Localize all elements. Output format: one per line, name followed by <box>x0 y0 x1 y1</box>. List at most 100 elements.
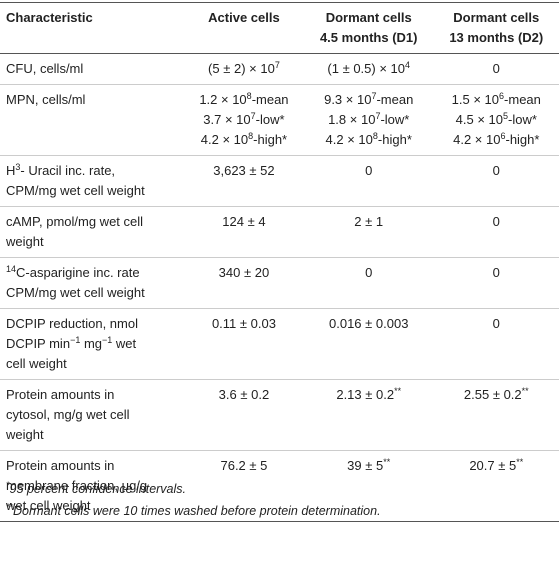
cell-line: 0 <box>440 161 553 181</box>
text-run: mg <box>80 336 102 351</box>
superscript: 7 <box>274 60 280 70</box>
text-run: 3.6 ± 0.2 <box>218 387 270 402</box>
table-row: Protein amounts in membrane fraction, μg/… <box>0 450 559 522</box>
cell-line: 4.5 months (D1) <box>310 28 428 48</box>
cell-line: 1.8 × 107-low* <box>310 110 428 130</box>
text-run: 1.2 × 10 <box>199 92 247 107</box>
superscript: −1 <box>70 335 81 345</box>
text-run: 13 months (D2) <box>449 30 544 45</box>
cell-line: CPM/mg wet cell weight <box>6 283 178 303</box>
text-run: 0 <box>492 265 500 280</box>
superscript: 8 <box>248 131 254 141</box>
text-run: 0 <box>492 316 500 331</box>
text-run: DCPIP min <box>6 336 71 351</box>
header-cell: Dormant cells 13 months (D2) <box>433 2 559 54</box>
cell-line: 2.55 ± 0.2** <box>440 385 553 405</box>
header-cell: Dormant cells 4.5 months (D1) <box>303 2 434 54</box>
cell-line: wet cell weight <box>6 496 178 516</box>
cell-line: H3- Uracil inc. rate, <box>6 161 178 181</box>
cell-line: cytosol, mg/g wet cell <box>6 405 178 425</box>
cell-line: 76.2 ± 5 <box>190 456 298 476</box>
footnotes: *95 percent confidence intervals. **Dorma… <box>6 478 381 522</box>
superscript: ** <box>516 457 524 467</box>
text-run: 76.2 ± 5 <box>220 458 268 473</box>
text-run: 1.8 × 10 <box>328 112 376 127</box>
text-run: H <box>6 163 16 178</box>
text-run: weight <box>6 427 44 442</box>
text-run: 20.7 ± 5 <box>469 458 517 473</box>
table-cell: 0.11 ± 0.03 <box>184 308 304 380</box>
footnote: **Dormant cells were 10 times washed bef… <box>6 500 381 522</box>
table-cell: Protein amounts in membrane fraction, μg/… <box>0 450 184 522</box>
text-run: membrane fraction, μg/g <box>6 478 148 493</box>
cell-line: weight <box>6 425 178 445</box>
table-row: cAMP, pmol/mg wet cell weight 124 ± 4 2 ± 1… <box>0 206 559 258</box>
text-run: 2.55 ± 0.2 <box>463 387 522 402</box>
text-run: CPM/mg wet cell weight <box>6 285 145 300</box>
table-cell: 0 <box>303 257 434 309</box>
text-run: 2.13 ± 0.2 <box>336 387 395 402</box>
text-run: 95 percent confidence intervals. <box>9 482 187 496</box>
text-run: cAMP, pmol/mg wet cell <box>6 214 144 229</box>
superscript: * <box>6 480 10 490</box>
text-run: 3.7 × 10 <box>203 112 251 127</box>
text-run: 4.2 × 10 <box>200 132 249 147</box>
table-cell: 76.2 ± 5 <box>184 450 304 522</box>
cell-line: cell weight <box>6 354 178 374</box>
cell-line: MPN, cells/ml <box>6 90 178 110</box>
superscript: −1 <box>102 335 113 345</box>
text-run: -high* <box>505 132 540 147</box>
cell-line: 3.7 × 107-low* <box>190 110 298 130</box>
text-run: -low* <box>508 112 537 127</box>
cell-line: DCPIP min−1 mg−1 wet <box>6 334 178 354</box>
text-run: 4.2 × 10 <box>325 132 373 147</box>
cell-line: 3.6 ± 0.2 <box>190 385 298 405</box>
table-cell: 2 ± 1 <box>303 206 434 258</box>
text-run: Active cells <box>208 10 280 25</box>
text-run: 0 <box>365 163 373 178</box>
superscript: 6 <box>500 131 506 141</box>
text-run: -mean <box>504 92 541 107</box>
table-cell: 9.3 × 107-mean 1.8 × 107-low* 4.2 × 108-hi… <box>303 84 434 156</box>
table-cell: 14C-asparigine inc. rate CPM/mg wet cell … <box>0 257 184 309</box>
cell-line: 4.2 × 108-high* <box>310 130 428 150</box>
text-run: 0.11 ± 0.03 <box>211 316 276 331</box>
table-row: H3- Uracil inc. rate, CPM/mg wet cell wei… <box>0 155 559 207</box>
text-run: (5 ± 2) × 10 <box>208 61 275 76</box>
text-run: 0 <box>365 265 373 280</box>
cell-line: weight <box>6 232 178 252</box>
cell-line: 1.2 × 108-mean <box>190 90 298 110</box>
cell-line: 4.2 × 108-high* <box>190 130 298 150</box>
cell-line: Characteristic <box>6 8 178 28</box>
header-cell: Active cells <box>184 2 304 54</box>
text-run: 4.5 months (D1) <box>319 30 418 45</box>
table-row: Protein amounts in cytosol, mg/g wet cell… <box>0 379 559 451</box>
table-cell: MPN, cells/ml <box>0 84 184 156</box>
text-run: - Uracil inc. rate, <box>20 163 116 178</box>
cell-line: 2.13 ± 0.2** <box>310 385 428 405</box>
superscript: 7 <box>375 111 381 121</box>
cell-line: Protein amounts in <box>6 456 178 476</box>
text-run: wet <box>112 336 137 351</box>
text-run: 0.016 ± 0.003 <box>329 316 409 331</box>
cell-line: cAMP, pmol/mg wet cell <box>6 212 178 232</box>
table-cell: 0 <box>433 155 559 207</box>
cell-line: (1 ± 0.5) × 104 <box>310 59 428 79</box>
data-table: Characteristic Active cells Dormant cells 4… <box>0 2 559 522</box>
table-cell: (5 ± 2) × 107 <box>184 53 304 85</box>
cell-line: 0 <box>440 59 553 79</box>
table-cell: 1.5 × 106-mean 4.5 × 105-low* 4.2 × 106-hi… <box>433 84 559 156</box>
table-cell: 124 ± 4 <box>184 206 304 258</box>
superscript: 3 <box>15 162 21 172</box>
superscript: 8 <box>246 91 252 101</box>
text-run: Dormant cells <box>325 10 412 25</box>
text-run: C-asparigine inc. rate <box>16 265 140 280</box>
table-cell: 2.13 ± 0.2** <box>303 379 434 451</box>
text-run: 4.5 × 10 <box>455 112 503 127</box>
text-run: CPM/mg wet cell weight <box>6 183 145 198</box>
table-row: DCPIP reduction, nmol DCPIP min−1 mg−1 we… <box>0 308 559 380</box>
cell-line: (5 ± 2) × 107 <box>190 59 298 79</box>
text-run: 39 ± 5 <box>347 458 384 473</box>
cell-line: 0 <box>440 212 553 232</box>
text-run: -mean <box>251 92 289 107</box>
